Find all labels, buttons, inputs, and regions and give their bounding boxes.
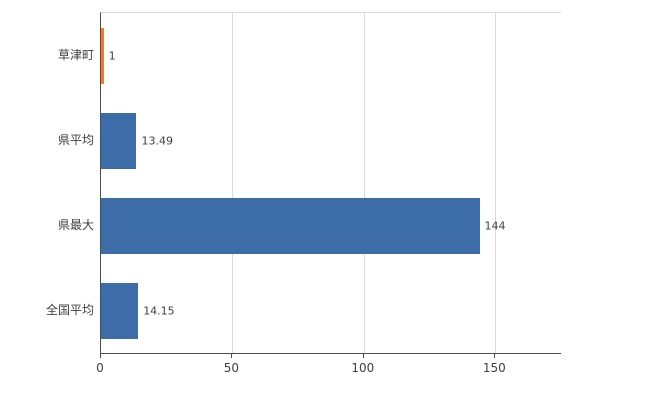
x-tick-mark — [231, 353, 233, 358]
bar — [101, 282, 139, 339]
x-tick-label: 50 — [223, 361, 240, 375]
category-label: 県最大 — [57, 218, 94, 232]
bar — [101, 197, 480, 254]
x-tick-label: 0 — [96, 361, 104, 375]
plot-area: 1 13.49 144 14.15 — [100, 12, 561, 354]
gridline — [232, 13, 234, 353]
x-tick-mark — [362, 353, 364, 358]
category-label: 全国平均 — [45, 303, 94, 317]
bar-value-label: 13.49 — [141, 134, 173, 147]
x-tick-label: 150 — [482, 361, 506, 375]
category-label: 草津町 — [57, 48, 94, 62]
category-label: 県平均 — [57, 133, 94, 147]
bar — [101, 27, 104, 84]
bar-value-label: 144 — [484, 219, 506, 232]
bar-value-label: 14.15 — [143, 304, 175, 317]
gridline — [495, 13, 497, 353]
x-tick-mark — [494, 353, 496, 358]
x-tick-label: 100 — [351, 361, 375, 375]
gridline — [363, 13, 365, 353]
bar-value-label: 1 — [108, 49, 116, 62]
bar — [101, 112, 137, 169]
x-tick-mark — [100, 353, 101, 358]
